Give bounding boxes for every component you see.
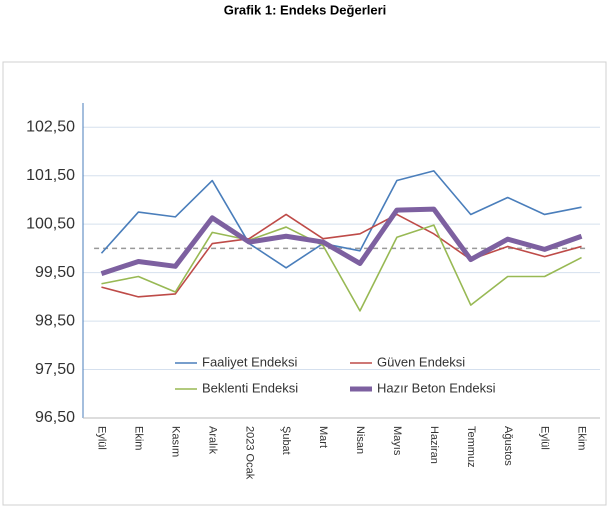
x-tick-label: Mart — [317, 426, 329, 448]
x-tick-label: Eylül — [539, 426, 551, 450]
x-tick-label: Ekim — [132, 426, 144, 450]
y-tick-label: 98,50 — [35, 312, 75, 329]
x-tick-label: Haziran — [428, 426, 440, 464]
x-tick-label: Eylül — [96, 426, 108, 450]
y-tick-label: 100,50 — [26, 215, 75, 232]
legend-label: Güven Endeksi — [377, 354, 465, 369]
series-line — [101, 213, 582, 298]
y-tick-label: 97,50 — [35, 361, 75, 378]
x-tick-label: 2023 Ocak — [243, 426, 255, 480]
x-tick-label: Ekim — [576, 426, 588, 450]
legend-label: Beklenti Endeksi — [202, 380, 298, 395]
x-tick-label: Ağustos — [502, 426, 514, 466]
x-tick-label: Şubat — [280, 426, 292, 455]
legend-label: Faaliyet Endeksi — [202, 354, 297, 369]
chart-title: Grafik 1: Endeks Değerleri — [224, 2, 387, 17]
y-tick-label: 96,50 — [35, 409, 75, 426]
legend-label: Hazır Beton Endeksi — [377, 380, 496, 395]
x-tick-label: Temmuz — [465, 426, 477, 468]
x-tick-label: Kasım — [169, 426, 181, 457]
series-line — [100, 170, 582, 269]
series-line — [100, 206, 583, 276]
y-tick-label: 102,50 — [26, 118, 75, 135]
y-tick-label: 99,50 — [35, 264, 75, 281]
x-tick-label: Aralık — [206, 426, 218, 455]
series-line — [101, 224, 582, 312]
y-tick-label: 101,50 — [26, 167, 75, 184]
chart-frame — [2, 61, 607, 506]
x-tick-label: Mayıs — [391, 426, 403, 456]
x-tick-label: Nisan — [354, 426, 366, 454]
